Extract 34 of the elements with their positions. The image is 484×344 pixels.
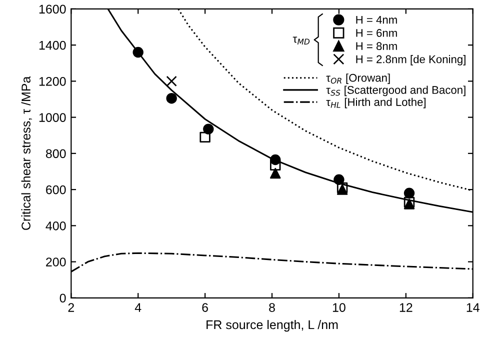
x-tick-label: 14 bbox=[466, 303, 480, 312]
point bbox=[404, 188, 415, 199]
y-tick-label: 400 bbox=[46, 221, 66, 230]
point bbox=[132, 46, 144, 58]
point bbox=[200, 132, 210, 143]
legend-label: τ$_{HL}$ [Hirth and Lothe] bbox=[326, 98, 426, 108]
legend-label: H = 6nm bbox=[356, 29, 397, 37]
point bbox=[203, 124, 214, 134]
y-tick-label: 200 bbox=[46, 258, 66, 266]
y-tick-label: 600 bbox=[46, 185, 66, 194]
y-axis-title: Critical shear stress, τ /MPa bbox=[21, 76, 32, 230]
y-tick-label: 800 bbox=[46, 149, 66, 158]
y-tick-label: 1600 bbox=[39, 4, 66, 14]
x-tick-label: 2 bbox=[68, 303, 74, 312]
y-tick-label: 1200 bbox=[39, 76, 66, 86]
legend-label: τ$_{SS}$ [Scattergood and Bacon] bbox=[326, 86, 466, 96]
y-tick-label: 1400 bbox=[39, 40, 66, 50]
point bbox=[270, 168, 281, 179]
point bbox=[166, 92, 177, 104]
x-tick-label: 12 bbox=[400, 303, 412, 312]
legend-title: τ$_{MD}$ bbox=[292, 36, 310, 44]
x-axis-title: FR source length, L /nm bbox=[206, 320, 338, 332]
x-tick-label: 4 bbox=[134, 303, 142, 312]
x-tick-label: 10 bbox=[332, 303, 346, 312]
legend-label: H = 2.8nm [de Koning] bbox=[356, 55, 466, 66]
x-tick-label: 8 bbox=[269, 303, 275, 312]
legend-label: H = 8nm bbox=[356, 42, 397, 50]
x-tick-label: 6 bbox=[202, 303, 208, 312]
y-tick-label: 1000 bbox=[39, 113, 66, 122]
legend-label: H = 4nm bbox=[356, 16, 397, 24]
y-tick-label: 0 bbox=[60, 294, 66, 303]
point bbox=[166, 76, 177, 87]
point bbox=[270, 160, 281, 171]
legend-label: τ$_{OR}$ [Orowan] bbox=[326, 74, 390, 84]
